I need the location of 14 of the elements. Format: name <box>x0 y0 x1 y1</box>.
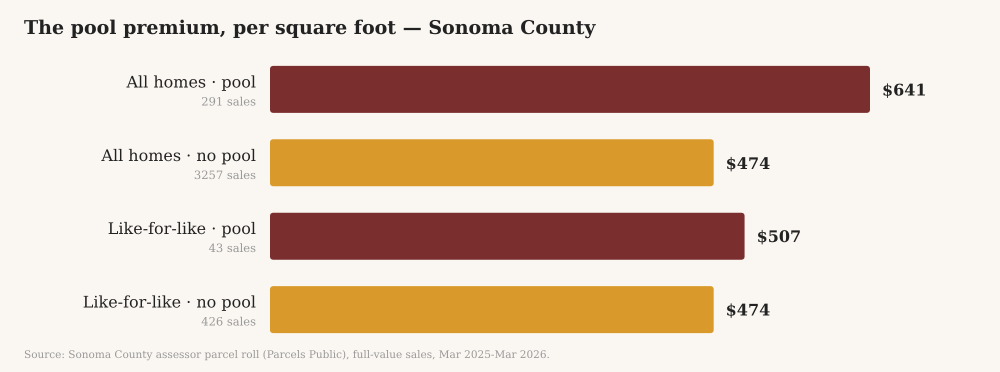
text: 291 sales <box>201 94 256 108</box>
y-tick-label: All homes · no pool <box>100 146 256 165</box>
source-note: Source: Sonoma County assessor parcel roll (Parcels Public), full-value sales, Mar 2025-Mar 2026. <box>24 349 550 361</box>
text: 3257 sales <box>194 168 256 182</box>
data-label: $474 <box>726 154 770 173</box>
data-label: $507 <box>756 227 802 246</box>
text: 426 sales <box>201 314 256 329</box>
text: 43 sales <box>208 241 256 256</box>
data-label: $474 <box>726 300 770 320</box>
y-tick-label: Like-for-like · pool <box>108 219 256 238</box>
data-label: $641 <box>882 80 927 100</box>
chart-title: The pool premium, per square foot — Sonoma County <box>24 17 596 39</box>
y-tick-label: All homes · pool <box>125 72 256 92</box>
y-tick-label: Like-for-like · no pool <box>82 292 256 312</box>
